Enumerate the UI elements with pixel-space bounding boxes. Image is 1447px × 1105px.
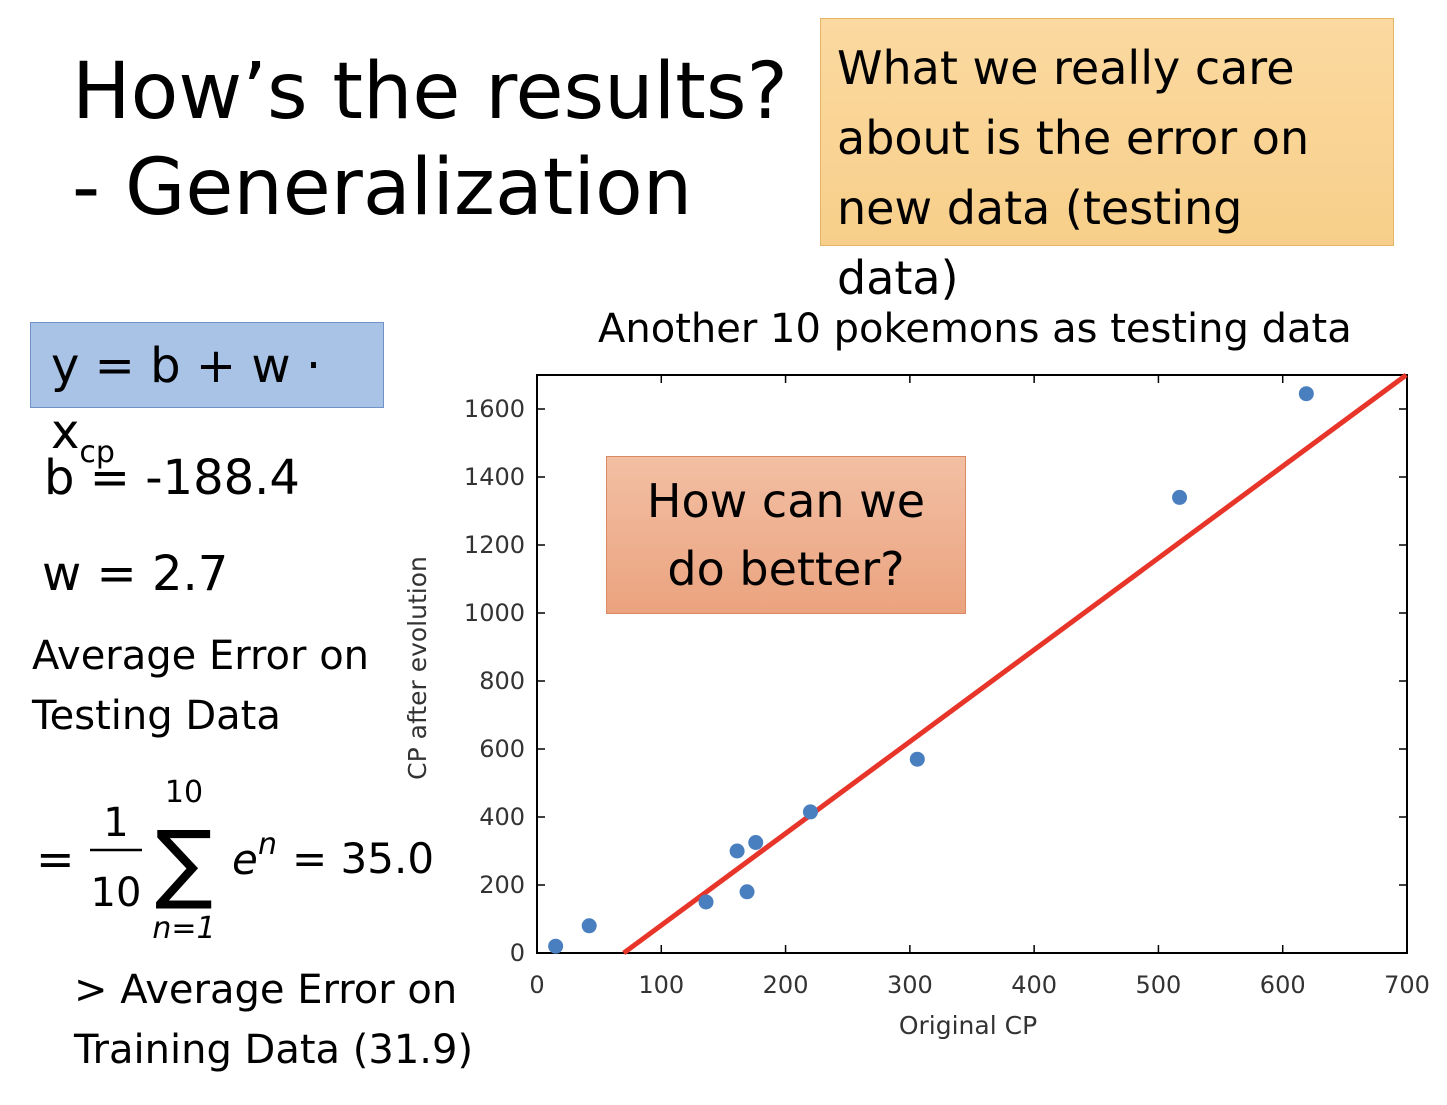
data-point: [748, 835, 764, 850]
formula-equals: =: [36, 832, 75, 886]
sum-upper-limit: 10: [165, 775, 203, 810]
average-error-result: = 35.0: [292, 834, 435, 883]
callout-line-1: What we really care: [837, 41, 1295, 95]
y-tick-label: 200: [479, 871, 525, 899]
data-point: [909, 751, 925, 767]
average-error-label-line-2: Testing Data: [32, 693, 281, 739]
error-term-superscript: n: [258, 827, 277, 862]
bias-value: b = -188.4: [44, 450, 300, 506]
data-point: [1298, 386, 1314, 402]
data-point: [1172, 489, 1188, 505]
formula-numerator: 1: [103, 800, 128, 846]
chart-title: Another 10 pokemons as testing data: [598, 306, 1352, 352]
y-tick-label: 800: [479, 667, 525, 695]
x-tick-label: 0: [529, 971, 544, 999]
improve-line-1: How can we: [646, 474, 926, 528]
improve-line-2: do better?: [667, 542, 905, 596]
title-line-1: How’s the results?: [72, 47, 788, 137]
comparison-line-1: > Average Error on: [74, 967, 458, 1013]
x-axis-label: Original CP: [899, 1011, 1037, 1040]
y-tick-label: 1000: [464, 599, 525, 627]
x-tick-label: 700: [1384, 971, 1430, 999]
formula-denominator: 10: [91, 870, 142, 916]
y-tick-label: 0: [510, 939, 525, 967]
sum-lower-limit: n=1: [152, 911, 215, 946]
slide-title: How’s the results? - Generalization: [72, 44, 788, 236]
title-line-2: - Generalization: [72, 143, 693, 233]
data-point: [698, 894, 714, 910]
y-tick-label: 1400: [464, 463, 525, 491]
x-tick-label: 600: [1260, 971, 1306, 999]
y-tick-label: 600: [479, 735, 525, 763]
x-tick-label: 400: [1011, 971, 1057, 999]
data-point: [581, 918, 597, 934]
data-point: [802, 804, 818, 820]
callout-line-2: about is the error on: [837, 111, 1310, 165]
data-point: [729, 843, 745, 859]
weight-value: w = 2.7: [42, 546, 229, 602]
average-error-label-line-1: Average Error on: [32, 633, 370, 679]
plot-frame: [536, 374, 1408, 954]
data-point: [739, 884, 755, 900]
model-formula-box: y = b + w · xcp: [30, 322, 384, 470]
error-term: e: [232, 835, 258, 884]
plot-area: 0 100 200 300 400 500 600 700 0 200 400 600 800 1000 1…: [464, 372, 1430, 999]
data-point: [548, 938, 564, 954]
regression-line: [622, 372, 1408, 956]
y-tick-label: 1200: [464, 531, 525, 559]
summation-symbol: ∑: [155, 813, 213, 913]
testing-error-callout: What we really care about is the error o…: [820, 18, 1394, 305]
average-error-label: Average Error on Testing Data: [32, 626, 369, 746]
callout-line-3: new data (testing data): [837, 181, 1243, 305]
x-tick-label: 200: [763, 971, 809, 999]
comparison-line-2: Training Data (31.9): [74, 1027, 474, 1073]
how-to-improve-box: How can we do better?: [606, 456, 966, 614]
model-formula-subscript: cp: [79, 435, 115, 470]
y-tick-label: 400: [479, 803, 525, 831]
average-error-formula: = 1 10 10 ∑ n=1 e n: [36, 775, 277, 946]
model-formula: y = b + w · x: [51, 338, 322, 460]
x-tick-label: 100: [638, 971, 684, 999]
x-tick-label: 300: [887, 971, 933, 999]
x-tick-label: 500: [1136, 971, 1182, 999]
training-error-comparison: > Average Error on Training Data (31.9): [74, 960, 473, 1080]
y-axis-label: CP after evolution: [403, 556, 432, 780]
y-tick-label: 1600: [464, 395, 525, 423]
